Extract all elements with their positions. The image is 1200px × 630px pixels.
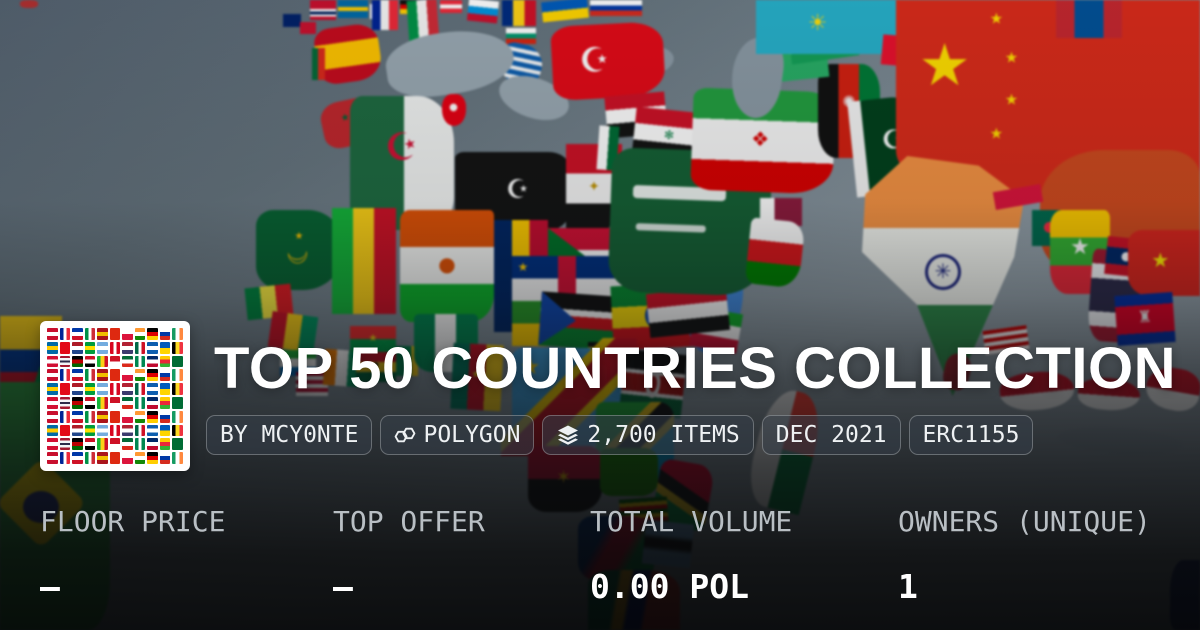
stat-value: 1 xyxy=(898,567,918,606)
stat-label: TOTAL VOLUME xyxy=(590,505,793,538)
stat-value: — xyxy=(40,567,60,606)
polygon-icon xyxy=(394,424,416,446)
stat-value: — xyxy=(333,567,353,606)
standard-badge-label: ERC1155 xyxy=(922,422,1020,448)
chain-badge-label: POLYGON xyxy=(423,422,521,448)
date-badge-label: DEC 2021 xyxy=(775,422,887,448)
standard-badge: ERC1155 xyxy=(908,415,1034,455)
stat-floor-price: FLOOR PRICE — xyxy=(40,507,225,605)
collection-thumbnail xyxy=(40,321,190,471)
collection-title: TOP 50 COUNTRIES COLLECTION xyxy=(214,339,1177,399)
badge-row: BY MCY0NTE POLYGON 2,700 ITEMS DE xyxy=(206,415,1034,455)
stat-value: 0.00 POL xyxy=(590,567,749,606)
stat-owners-unique: OWNERS (UNIQUE) 1 xyxy=(898,507,1151,605)
stat-label: TOP OFFER xyxy=(333,505,485,538)
creator-badge: BY MCY0NTE xyxy=(206,415,373,455)
date-badge: DEC 2021 xyxy=(761,415,901,455)
collection-thumbnail-grid xyxy=(47,328,183,464)
creator-badge-label: BY MCY0NTE xyxy=(220,422,359,448)
items-badge-label: 2,700 ITEMS xyxy=(587,422,740,448)
chain-badge: POLYGON xyxy=(380,415,535,455)
stat-label: OWNERS (UNIQUE) xyxy=(898,505,1151,538)
layers-icon xyxy=(556,423,580,447)
stat-total-volume: TOTAL VOLUME 0.00 POL xyxy=(590,507,792,605)
items-badge: 2,700 ITEMS xyxy=(542,415,754,455)
stat-top-offer: TOP OFFER — xyxy=(333,507,485,605)
stat-label: FLOOR PRICE xyxy=(40,505,226,538)
